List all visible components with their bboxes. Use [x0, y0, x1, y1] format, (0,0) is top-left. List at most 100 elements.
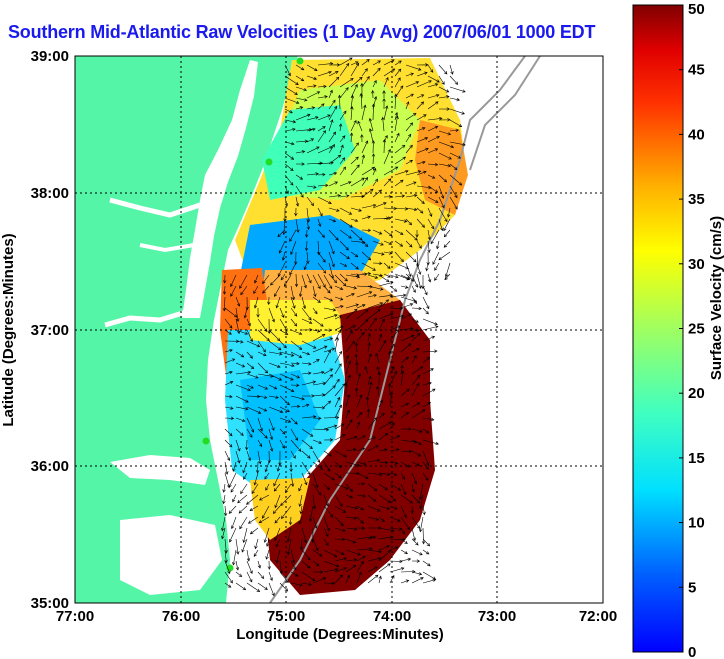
velocity-arrow [295, 64, 305, 71]
velocity-arrow [275, 296, 281, 309]
velocity-arrow [239, 516, 248, 530]
velocity-arrow [301, 560, 311, 569]
velocity-arrow [372, 202, 387, 209]
velocity-arrow [288, 516, 293, 526]
velocity-arrow [400, 538, 408, 544]
velocity-arrow [334, 423, 345, 430]
velocity-arrow [422, 296, 430, 310]
velocity-arrow [290, 373, 301, 379]
velocity-arrow [375, 352, 380, 364]
velocity-arrow [434, 273, 440, 281]
velocity-arrow [367, 375, 372, 386]
velocity-arrow [246, 384, 254, 389]
velocity-arrow [257, 428, 268, 439]
velocity-arrow [350, 207, 362, 212]
velocity-arrow [279, 362, 295, 368]
velocity-arrow [317, 240, 321, 256]
velocity-arrow [334, 557, 347, 562]
velocity-arrow [443, 240, 451, 248]
velocity-arrow [229, 527, 237, 543]
x-axis-title: Longitude (Degrees:Minutes) [236, 626, 444, 643]
x-tick-label: 76:00 [162, 608, 200, 625]
velocity-arrow [345, 325, 356, 331]
velocity-arrow [306, 251, 310, 265]
velocity-arrow [235, 406, 249, 411]
velocity-arrow [246, 318, 251, 327]
velocity-arrow [295, 174, 304, 180]
velocity-arrow [235, 329, 249, 335]
velocity-arrow [323, 400, 332, 408]
velocity-arrow [328, 119, 334, 132]
velocity-arrow [334, 363, 342, 375]
velocity-arrow [405, 133, 412, 143]
velocity-arrow [356, 516, 364, 524]
velocity-arrow [246, 406, 262, 414]
velocity-arrow [372, 67, 381, 77]
velocity-arrow [328, 181, 338, 187]
velocity-arrow [312, 416, 322, 420]
colorbar-tick-label: 35 [688, 191, 705, 208]
velocity-arrow [345, 285, 358, 290]
velocity-arrow [235, 571, 243, 577]
velocity-arrow [317, 126, 326, 132]
velocity-arrow [356, 291, 373, 298]
velocity-arrow [415, 229, 419, 238]
velocity-arrow [268, 395, 279, 399]
velocity-arrow [364, 365, 369, 375]
velocity-arrow [400, 303, 414, 309]
velocity-arrow [378, 448, 388, 452]
velocity-arrow [328, 218, 337, 223]
velocity-arrow [356, 421, 361, 430]
velocity-arrow [334, 527, 346, 533]
velocity-arrow [334, 350, 342, 364]
velocity-arrow [372, 229, 383, 235]
velocity-arrow [273, 472, 281, 487]
velocity-arrow [372, 273, 383, 277]
velocity-arrow [323, 516, 330, 532]
velocity-arrow [257, 571, 265, 579]
velocity-arrow [427, 116, 443, 121]
velocity-arrow [394, 169, 409, 176]
velocity-arrow [416, 71, 428, 77]
velocity-arrow [284, 152, 295, 160]
velocity-arrow [449, 174, 463, 186]
velocity-arrow [328, 194, 341, 198]
velocity-arrow [372, 261, 383, 266]
velocity-arrow [334, 483, 349, 490]
velocity-arrow [422, 560, 431, 567]
velocity-arrow [360, 134, 364, 143]
velocity-arrow [339, 57, 353, 66]
velocity-arrow [279, 439, 285, 449]
velocity-arrow [422, 368, 434, 375]
velocity-arrow [235, 370, 252, 375]
velocity-arrow [290, 307, 298, 317]
velocity-arrow [323, 415, 340, 420]
velocity-arrow [367, 302, 384, 309]
velocity-arrow [299, 505, 303, 515]
velocity-arrow [279, 417, 292, 423]
velocity-arrow [345, 527, 358, 531]
velocity-arrow [394, 68, 402, 77]
velocity-arrow [279, 395, 290, 406]
velocity-arrow [306, 138, 315, 143]
velocity-arrow [416, 63, 429, 67]
plot-frame [74, 55, 604, 604]
velocity-arrow [317, 262, 327, 274]
velocity-arrow [449, 141, 466, 147]
velocity-arrow [449, 108, 465, 115]
velocity-arrow [276, 461, 281, 472]
velocity-arrow [345, 330, 353, 342]
velocity-arrow [411, 559, 421, 563]
velocity-arrow [405, 229, 418, 241]
velocity-arrow [350, 94, 355, 110]
velocity-arrow [444, 273, 451, 281]
velocity-arrow [298, 483, 303, 492]
velocity-arrow [388, 350, 392, 364]
velocity-arrow [294, 207, 298, 217]
velocity-arrow [290, 571, 299, 577]
velocity-arrow [378, 494, 392, 504]
velocity-arrow [312, 570, 324, 574]
velocity-arrow [224, 380, 234, 386]
velocity-arrow [257, 340, 266, 353]
velocity-arrow [367, 494, 377, 502]
